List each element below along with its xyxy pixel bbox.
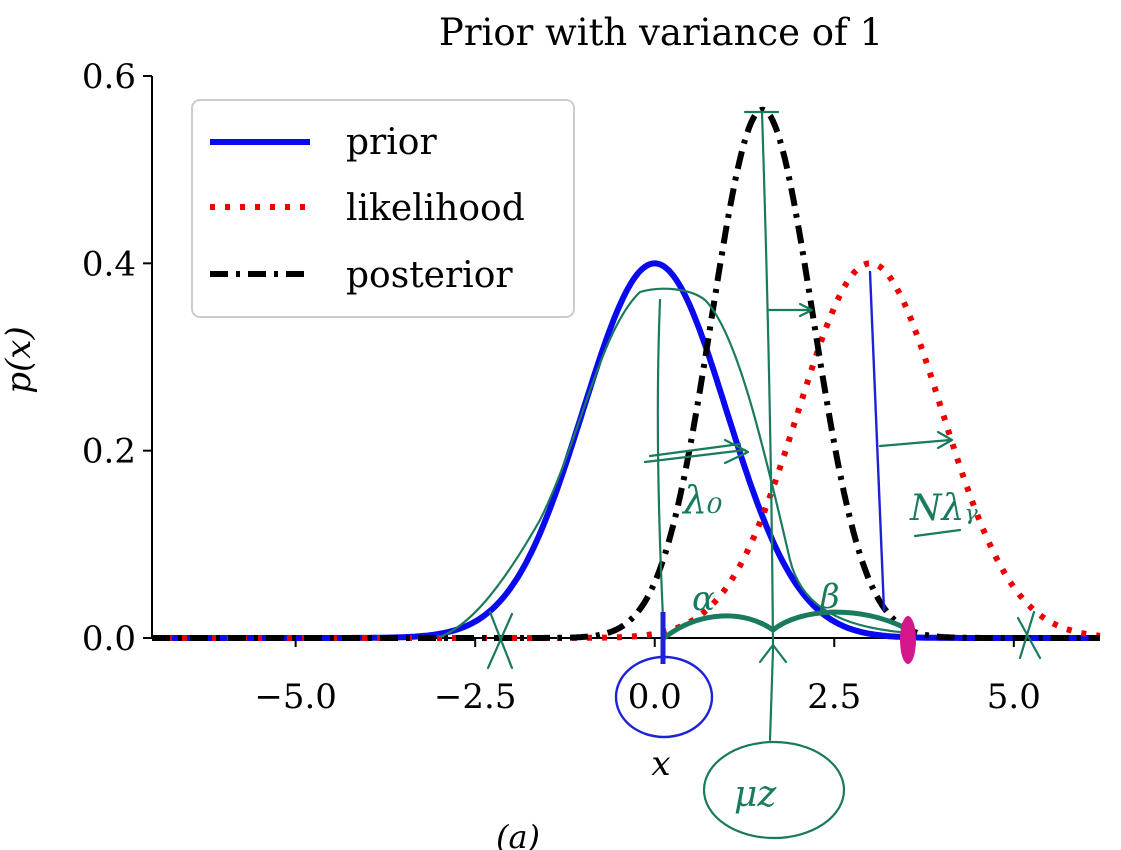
y-tick-label: 0.6 [82,57,136,97]
x-tick-label: 2.5 [807,677,861,717]
series-curves [151,106,1101,641]
ink-circle-mu-z [702,740,846,840]
legend-label-posterior: posterior [346,255,513,296]
legend: prior likelihood posterior [191,99,575,318]
series-line-likelihood [151,260,1101,641]
x-tick-label: 5.0 [987,677,1041,717]
x-tick-label: 0.0 [628,677,682,717]
ink-underline-n-lambda-y [913,528,962,538]
x-axis-label: x [651,744,670,784]
y-tick-label: 0.4 [82,244,136,284]
x-ticks: −5.0 −2.5 0.0 2.5 5.0 [254,638,1041,717]
ink-arrow-n-lambda-y [878,430,954,450]
ink-arrow-mu-z [758,643,788,742]
y-tick-label: 0.2 [82,432,136,472]
ink-prior-mean-line [656,298,666,640]
annotation-mu-z: μz [734,774,777,815]
handwritten-annotations: λ₀ Nλᵧ α β μz [438,110,1042,840]
ink-prior-trace [438,287,902,639]
ink-cross-right [1016,610,1042,660]
ink-magenta-marker [900,616,916,664]
y-axis-label: p(x) [0,326,39,393]
ink-cross-left [486,610,514,670]
x-tick-label: −2.5 [434,677,517,717]
legend-label-likelihood: likelihood [346,188,525,229]
x-tick-label: −5.0 [254,677,337,717]
panel-caption: (a) [496,818,540,850]
ink-arc-alpha-beta [661,609,908,641]
annotation-n-lambda-y: Nλᵧ [909,488,978,529]
annotation-lambda0: λ₀ [681,478,722,522]
annotation-beta: β [818,577,840,617]
legend-label-prior: prior [346,122,437,163]
ink-arrow-lambda0 [643,438,750,465]
ink-posterior-mean-line [743,110,780,652]
ink-likelihood-mean-line [868,270,886,612]
y-ticks: 0.0 0.2 0.4 0.6 [82,57,152,659]
series-line-prior [151,260,1101,641]
chart-title: Prior with variance of 1 [439,11,883,54]
annotation-alpha: α [692,579,715,619]
series-line-posterior [151,106,1101,641]
ink-arrow-posterior-width [766,302,814,318]
y-tick-label: 0.0 [82,619,136,659]
legend-box [191,99,575,318]
